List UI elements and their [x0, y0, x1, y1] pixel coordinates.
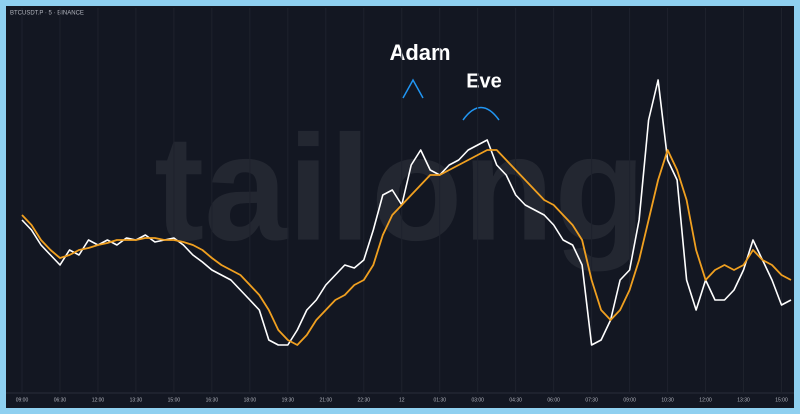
x-tick-label: 09:00 [16, 397, 29, 403]
x-tick-label: 12:00 [92, 397, 105, 403]
x-tick-label: 07:30 [585, 397, 598, 403]
annotation: Adam [389, 40, 450, 65]
x-tick-label: 01:30 [433, 397, 446, 403]
x-tick-label: 13:30 [130, 397, 143, 403]
x-tick-label: 22:30 [358, 397, 371, 403]
watermark: tailong [154, 104, 646, 272]
plot-area: 09:00 06:30 12:00 13:30 15:00 16:30 18:00 19:30… [16, 8, 792, 403]
x-tick-label: 16:30 [206, 397, 219, 403]
x-tick-label: 19:30 [282, 397, 295, 403]
chart-title: BTCUSDT.P · 5 · BINANCE [10, 11, 84, 17]
x-tick-label: 15:00 [168, 397, 181, 403]
x-tick-label: 06:30 [54, 397, 67, 403]
x-tick-label: 10:30 [661, 397, 674, 403]
x-tick-label: 13:30 [737, 397, 750, 403]
x-tick-label: 12:00 [699, 397, 712, 403]
x-tick-label: 03:00 [471, 397, 484, 403]
x-tick-label: 18:00 [244, 397, 257, 403]
x-tick-label: 12 [399, 397, 405, 403]
x-tick-label: 04:30 [509, 397, 522, 403]
x-tick-label: 09:00 [623, 397, 636, 403]
annotation-arc [462, 106, 500, 121]
price-line [21, 149, 792, 346]
x-tick-label: 15:00 [775, 397, 788, 403]
annotation-arrow [402, 78, 424, 99]
x-tick-label: 21:00 [320, 397, 333, 403]
x-tick-label: 06:00 [547, 397, 560, 403]
annotation: Eve [466, 70, 502, 92]
